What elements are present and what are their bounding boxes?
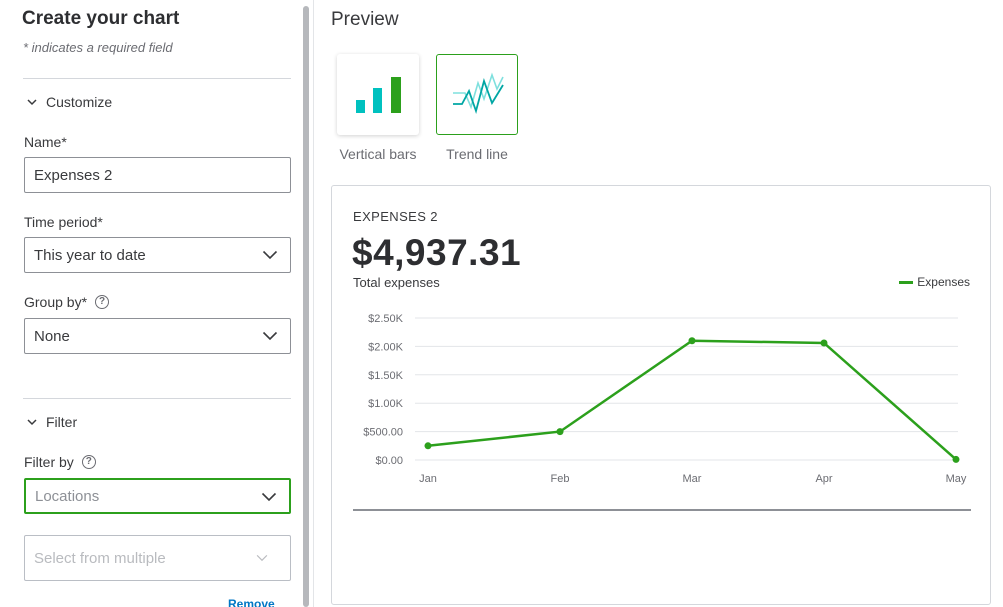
name-input[interactable]: Expenses 2 <box>24 157 291 193</box>
trend-line-icon <box>453 72 504 115</box>
name-label: Name* <box>24 134 67 150</box>
data-point[interactable] <box>424 442 432 450</box>
chevron-down-icon <box>261 492 277 502</box>
vertical-bars-label: Vertical bars <box>339 146 417 162</box>
group-by-select[interactable]: None <box>24 318 291 354</box>
chevron-down-icon <box>27 99 37 106</box>
trend-line-option[interactable] <box>436 54 518 135</box>
time-period-value: This year to date <box>34 246 146 264</box>
name-input-value: Expenses 2 <box>34 166 113 184</box>
select-multiple-placeholder: Select from multiple <box>34 549 166 567</box>
data-point[interactable] <box>952 455 960 463</box>
data-point[interactable] <box>820 339 828 347</box>
filter-by-placeholder: Locations <box>35 487 100 505</box>
y-tick-label: $500.00 <box>363 427 403 439</box>
y-tick-label: $0.00 <box>375 455 403 467</box>
required-note: * indicates a required field <box>23 40 173 55</box>
filter-section-toggle[interactable]: Filter <box>26 414 77 430</box>
preview-title: Preview <box>331 9 399 30</box>
chart-title: EXPENSES 2 <box>353 209 438 224</box>
filter-by-label: Filter by ? <box>24 454 96 470</box>
divider <box>23 78 291 79</box>
time-period-label: Time period* <box>24 214 103 230</box>
chart-bottom-rule <box>353 509 971 511</box>
trend-line-label: Trend line <box>446 146 508 162</box>
x-tick-label: May <box>946 473 967 485</box>
divider <box>23 398 291 399</box>
total-amount: $4,937.31 <box>352 232 522 273</box>
time-period-label-text: Time period* <box>24 214 103 230</box>
total-amount-label: Total expenses <box>353 275 440 290</box>
chart-legend: Expenses <box>899 275 970 289</box>
filter-label: Filter <box>46 414 78 430</box>
name-label-text: Name* <box>24 134 67 150</box>
x-tick-label: Apr <box>815 473 832 485</box>
chevron-down-icon <box>256 554 268 562</box>
customize-label: Customize <box>46 94 113 110</box>
series-line <box>427 339 957 461</box>
chevron-down-icon <box>27 419 37 426</box>
chart-settings-panel: Create your chart * indicates a required… <box>0 0 303 607</box>
line-chart: $0.00 $500.00 $1.00K $1.50K $2.00K $2.50K Jan F… <box>363 313 967 485</box>
group-by-label-text: Group by* <box>24 294 88 310</box>
legend-swatch <box>899 280 914 284</box>
group-by-label: Group by* ? <box>24 294 110 310</box>
panel-divider <box>313 0 314 607</box>
x-tick-label: Jan <box>419 473 437 485</box>
vertical-bars-option[interactable] <box>337 54 419 135</box>
data-point[interactable] <box>688 337 696 345</box>
remove-link[interactable]: Remove <box>228 597 275 607</box>
help-icon[interactable]: ? <box>81 455 96 469</box>
customize-section-toggle[interactable]: Customize <box>26 94 112 110</box>
time-period-select[interactable]: This year to date <box>24 237 291 273</box>
filter-by-label-text: Filter by <box>24 454 74 470</box>
filter-by-select[interactable]: Locations <box>24 478 291 514</box>
x-tick-label: Mar <box>683 473 702 485</box>
x-tick-label: Feb <box>551 473 570 485</box>
y-tick-label: $1.00K <box>368 398 404 410</box>
y-tick-label: $2.50K <box>368 313 404 325</box>
legend-label: Expenses <box>917 275 970 289</box>
scrollbar[interactable] <box>303 6 309 607</box>
y-tick-label: $2.00K <box>368 341 404 353</box>
select-multiple-dropdown[interactable]: Select from multiple <box>24 535 291 581</box>
group-by-value: None <box>34 327 70 345</box>
help-icon[interactable]: ? <box>95 295 110 309</box>
chevron-down-icon <box>262 250 278 260</box>
chart-preview-card: EXPENSES 2 $4,937.31 Total expenses Expe… <box>331 185 991 605</box>
vertical-bars-icon <box>356 77 401 113</box>
data-point[interactable] <box>556 428 564 436</box>
chevron-down-icon <box>262 331 278 341</box>
panel-title: Create your chart <box>22 8 180 29</box>
y-tick-label: $1.50K <box>368 370 404 382</box>
